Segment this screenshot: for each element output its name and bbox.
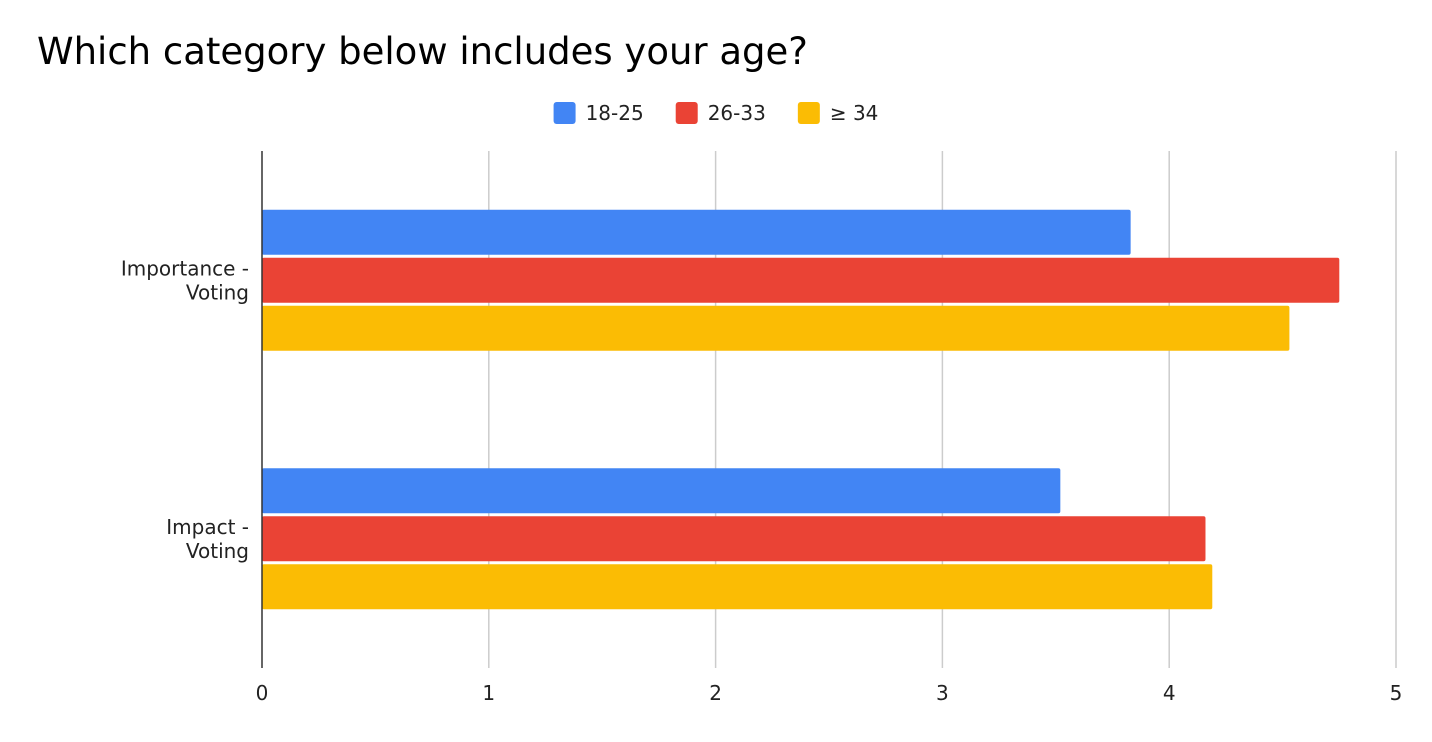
chart-title: Which category below includes your age? (37, 30, 808, 73)
category-label: Voting (186, 539, 249, 563)
legend-swatch (797, 102, 820, 124)
x-tick-label: 0 (256, 681, 269, 705)
x-tick-label: 1 (482, 681, 495, 705)
bar-34-0 (262, 305, 1290, 351)
legend-swatch (675, 102, 698, 124)
legend-swatch (553, 102, 576, 124)
category-label: Impact - (166, 515, 249, 539)
legend-label: ≥ 34 (830, 101, 879, 125)
bar-34-1 (262, 564, 1213, 610)
legend: 18-25 26-33 ≥ 34 (553, 101, 879, 125)
bar-2633-1 (262, 516, 1206, 562)
x-tick-label: 2 (709, 681, 722, 705)
x-tick-label: 3 (936, 681, 949, 705)
legend-label: 26-33 (708, 101, 766, 125)
x-tick-label: 4 (1163, 681, 1176, 705)
bar-1825-1 (262, 468, 1061, 514)
bar-1825-0 (262, 209, 1131, 255)
category-label: Voting (186, 280, 249, 304)
category-label: Importance - (121, 256, 249, 280)
bars-group (262, 209, 1340, 610)
x-tick-labels: 0 1 2 3 4 5 (256, 681, 1403, 705)
legend-label: 18-25 (586, 101, 644, 125)
bar-2633-0 (262, 257, 1340, 303)
x-tick-label: 5 (1390, 681, 1403, 705)
